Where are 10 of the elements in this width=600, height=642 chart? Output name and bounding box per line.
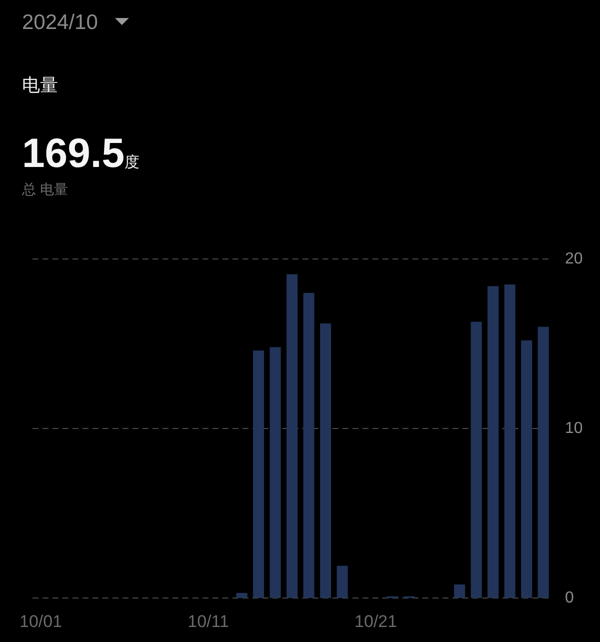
text: 2024/10 [22, 11, 98, 34]
x-tick-label: 10/01 [20, 612, 62, 631]
x-tick-label: 10/11 [188, 612, 229, 631]
text: 169.5度 [22, 130, 140, 176]
y-tick-label: 20 [565, 250, 583, 268]
text: 总 电量 [21, 181, 68, 197]
y-tick-label: 10 [565, 420, 583, 437]
chart-title: 电量 [22, 75, 58, 95]
x-tick-label: 10/21 [354, 612, 398, 631]
y-tick-label: 0 [565, 590, 574, 606]
